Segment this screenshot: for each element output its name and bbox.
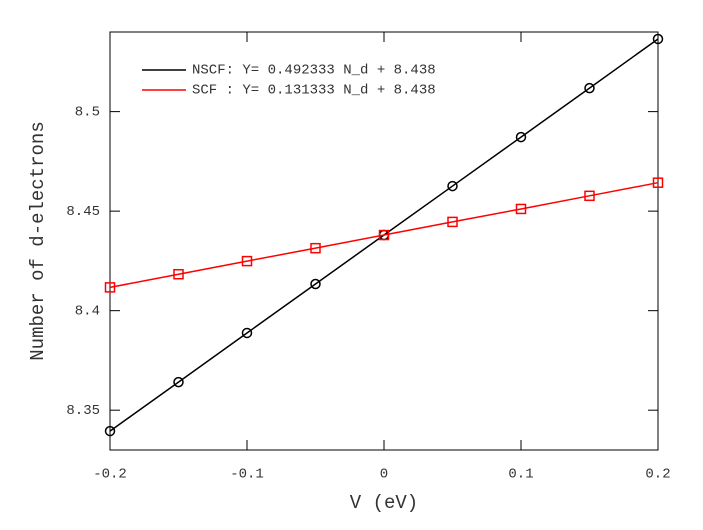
marker xyxy=(584,190,595,202)
legend-label: NSCF: Y= 0.492333 N_d + 8.438 xyxy=(192,63,436,79)
x-tick-label: 0.2 xyxy=(645,467,670,483)
marker xyxy=(447,180,458,192)
x-tick-label: -0.1 xyxy=(230,467,264,483)
marker xyxy=(584,82,595,94)
marker xyxy=(515,203,527,215)
marker xyxy=(173,268,184,280)
y-tick-label: 8.45 xyxy=(66,204,100,220)
series-line xyxy=(109,181,659,289)
marker xyxy=(104,282,116,293)
x-axis-label: V (eV) xyxy=(350,492,418,514)
marker xyxy=(104,425,116,437)
y-axis-label: Number of d-electrons xyxy=(27,121,49,360)
y-tick-label: 8.35 xyxy=(66,403,100,419)
x-tick-label: -0.2 xyxy=(93,467,127,483)
y-tick-label: 8.4 xyxy=(75,303,100,319)
y-tick-label: 8.5 xyxy=(75,104,100,120)
x-tick-label: 0 xyxy=(380,467,388,483)
x-tick-label: 0.1 xyxy=(508,467,533,483)
marker xyxy=(447,216,458,228)
marker xyxy=(652,177,664,188)
marker xyxy=(241,327,253,339)
marker xyxy=(173,376,184,388)
marker xyxy=(310,278,321,290)
legend-label: SCF : Y= 0.131333 N_d + 8.438 xyxy=(192,83,436,99)
marker xyxy=(515,131,527,143)
marker xyxy=(652,33,664,45)
marker xyxy=(378,229,390,241)
marker xyxy=(310,242,321,254)
marker xyxy=(241,255,253,267)
